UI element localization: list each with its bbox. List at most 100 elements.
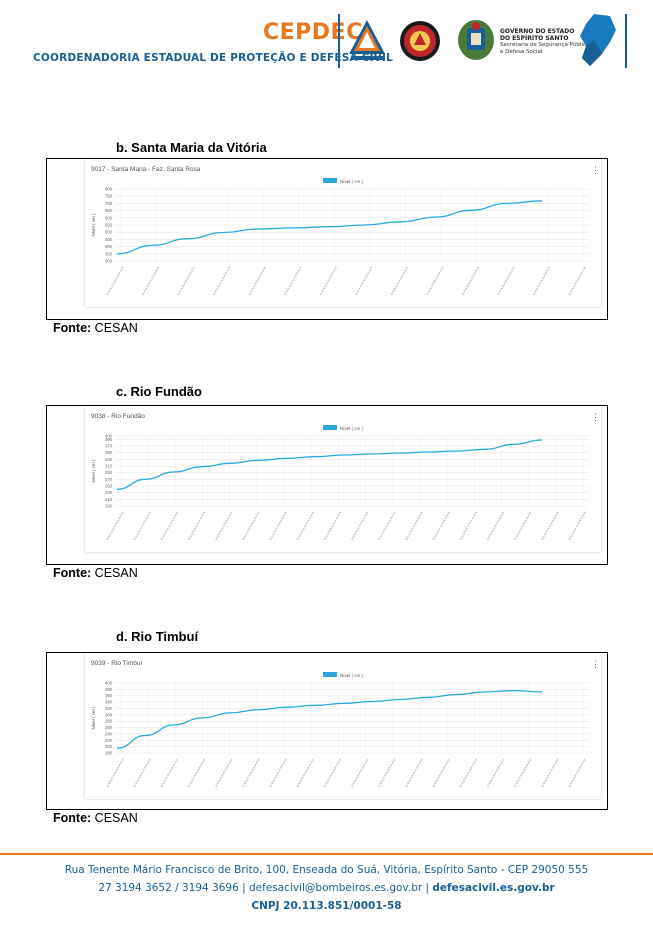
- y-tick-label: 400: [105, 244, 113, 249]
- x-tick-label-mark: [432, 758, 450, 788]
- gov-line-1: GOVERNO DO ESTADO: [500, 28, 575, 35]
- y-tick-label: 750: [105, 194, 113, 199]
- chart-title: 9038 - Rio Fundão: [91, 413, 145, 420]
- chart-frame-rio-fundao: 9038 - Rio Fundão ⋮ Nível ( cm ) 190 210 230 2…: [46, 405, 608, 565]
- footer-contact: 27 3194 3652 / 3194 3696 | defesacivil@b…: [0, 882, 653, 894]
- page-header: CEPDEC COORDENADORIA ESTADUAL DE PROTEÇÃ…: [0, 0, 653, 80]
- brand-title: CEPDEC: [263, 20, 363, 45]
- series-line: [116, 689, 543, 749]
- x-tick-label-mark: [405, 758, 423, 788]
- legend-swatch: [323, 672, 337, 677]
- y-tick-label: 400: [105, 681, 113, 686]
- more-menu-icon[interactable]: ⋮: [591, 412, 600, 422]
- x-tick-label-mark: [541, 758, 559, 788]
- more-menu-icon[interactable]: ⋮: [591, 165, 600, 175]
- x-tick-label-mark: [187, 511, 206, 541]
- y-axis-label: Nível ( cm ): [91, 706, 96, 730]
- y-tick-label: 210: [105, 497, 113, 502]
- series-line: [116, 439, 543, 490]
- x-tick-label-mark: [215, 511, 233, 541]
- x-tick-label-mark: [187, 758, 206, 788]
- x-tick-label-mark: [141, 266, 160, 296]
- x-tick-label-mark: [283, 266, 302, 296]
- x-tick-label-mark: [323, 511, 342, 541]
- footer-address: Rua Tenente Mário Francisco de Brito, 10…: [64, 864, 589, 876]
- x-tick-label-mark: [459, 511, 477, 541]
- chart-title: 9039 - Rio Timbuí: [91, 660, 142, 667]
- y-tick-label: 550: [105, 223, 113, 228]
- y-tick-label: 600: [105, 215, 113, 220]
- x-tick-label-mark: [459, 758, 477, 788]
- x-tick-label-mark: [160, 758, 179, 788]
- gov-line-2: DO ESPÍRITO SANTO: [500, 35, 569, 42]
- defesa-civil-logo: [349, 20, 385, 60]
- chart-frame-rio-timbui: 9039 - Rio Timbuí ⋮ Nível ( cm ) 180 200 220 2…: [46, 652, 608, 810]
- x-tick-label-mark: [350, 758, 369, 788]
- y-tick-label: 340: [105, 700, 113, 705]
- more-menu-icon[interactable]: ⋮: [591, 659, 600, 669]
- government-text: GOVERNO DO ESTADO DO ESPÍRITO SANTO Secr…: [500, 28, 589, 56]
- legend-swatch: [323, 178, 337, 183]
- header-divider-right: [625, 14, 627, 68]
- chart-card-santa-maria: 9017 - Santa Maria - Faz. Santa Rosa ⋮ Nív…: [85, 159, 601, 307]
- y-tick-label: 180: [105, 751, 113, 756]
- x-tick-label-mark: [513, 758, 532, 788]
- x-tick-label-mark: [378, 511, 396, 541]
- source-value: CESAN: [91, 566, 138, 580]
- y-tick-label: 350: [105, 450, 113, 455]
- legend-label: Nível ( cm ): [340, 673, 364, 678]
- chart-card-rio-timbui: 9039 - Rio Timbuí ⋮ Nível ( cm ) 180 200 220 2…: [85, 653, 601, 799]
- y-tick-label: 250: [105, 484, 113, 489]
- y-tick-label: 350: [105, 251, 113, 256]
- x-tick-label-mark: [405, 511, 423, 541]
- x-tick-label-mark: [269, 511, 287, 541]
- x-tick-label-mark: [242, 511, 260, 541]
- y-tick-label: 270: [105, 477, 113, 482]
- x-tick-label-mark: [215, 758, 233, 788]
- section-heading-santa-maria: b. Santa Maria da Vitória: [116, 140, 267, 155]
- x-tick-label-mark: [461, 266, 480, 296]
- y-tick-label: 330: [105, 457, 113, 462]
- source-label: Fonte:: [53, 811, 92, 825]
- x-tick-label-mark: [296, 758, 314, 788]
- footer-divider: [0, 853, 653, 855]
- chart-frame-santa-maria: 9017 - Santa Maria - Faz. Santa Rosa ⋮ Nív…: [46, 158, 608, 320]
- line-chart-santa-maria: 9017 - Santa Maria - Faz. Santa Rosa ⋮ Nív…: [91, 165, 600, 296]
- x-tick-label-mark: [426, 266, 444, 296]
- y-tick-label: 290: [105, 470, 113, 475]
- x-tick-label-mark: [497, 266, 515, 296]
- x-tick-label-mark: [532, 266, 551, 296]
- y-tick-label: 190: [105, 504, 113, 509]
- footer-phone-email: 27 3194 3652 / 3194 3696 | defesacivil@b…: [98, 882, 433, 894]
- y-tick-label: 500: [105, 230, 113, 235]
- y-tick-label: 280: [105, 719, 113, 724]
- y-tick-label: 390: [105, 437, 113, 442]
- brand-subtitle: COORDENADORIA ESTADUAL DE PROTEÇÃO E DEF…: [33, 52, 394, 64]
- y-tick-label: 650: [105, 208, 113, 213]
- state-coat-of-arms-logo: [458, 20, 494, 60]
- y-tick-label: 450: [105, 237, 113, 242]
- source-label: Fonte:: [53, 321, 92, 335]
- x-tick-label-mark: [106, 266, 124, 296]
- x-tick-label-mark: [242, 758, 260, 788]
- y-axis-label: Nível ( cm ): [91, 459, 96, 483]
- x-tick-label-mark: [486, 758, 505, 788]
- bombeiros-seal-logo: [400, 21, 440, 61]
- x-tick-label-mark: [160, 511, 179, 541]
- x-tick-label-mark: [486, 511, 505, 541]
- y-axis-label: Nível ( cm ): [91, 213, 96, 237]
- source-value: CESAN: [91, 811, 138, 825]
- y-tick-label: 380: [105, 687, 113, 692]
- source-caption-rio-fundao: Fonte: CESAN: [53, 566, 138, 580]
- x-tick-label-mark: [323, 758, 342, 788]
- source-caption-rio-timbui: Fonte: CESAN: [53, 811, 138, 825]
- y-tick-label: 400: [105, 434, 113, 439]
- y-tick-label: 800: [105, 187, 113, 192]
- y-tick-label: 700: [105, 201, 113, 206]
- y-tick-label: 200: [105, 744, 113, 749]
- footer-website-link[interactable]: defesacivil.es.gov.br: [432, 882, 555, 894]
- y-tick-label: 310: [105, 464, 113, 469]
- x-tick-label-mark: [378, 758, 396, 788]
- y-tick-label: 360: [105, 693, 113, 698]
